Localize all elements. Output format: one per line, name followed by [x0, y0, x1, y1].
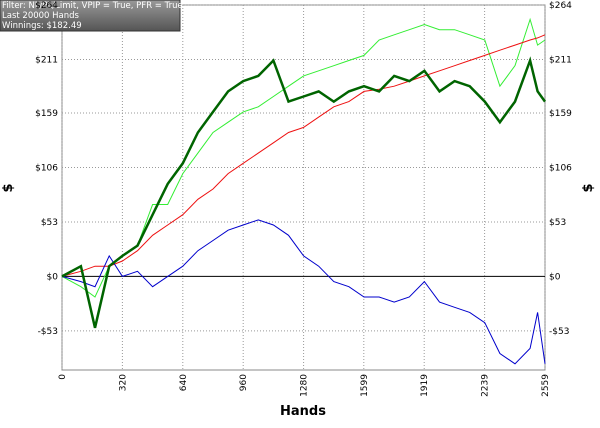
x-tick-label: 1280: [300, 374, 310, 397]
info-box-bg: [0, 0, 181, 32]
x-axis-label: Hands: [280, 404, 326, 419]
y-tick-label: -$53: [38, 327, 58, 337]
info-line: Last 20000 Hands: [2, 11, 80, 21]
x-tick-label: 320: [118, 374, 128, 391]
info-line: Filter: NL/PL/Limit, VPIP = True, PFR = …: [2, 1, 183, 11]
series-line: [61, 34, 546, 277]
y-tick-label: $0: [47, 272, 59, 282]
y-tick-label-right: $53: [549, 218, 566, 228]
x-tick-label: 0: [58, 374, 68, 380]
y-axis-label: $: [1, 183, 16, 192]
y-tick-label-right: $106: [549, 163, 572, 173]
info-box: Filter: NL/PL/Limit, VPIP = True, PFR = …: [0, 0, 183, 32]
y-tick-label-right: $264: [549, 1, 572, 11]
x-tick-label: 2239: [481, 374, 491, 397]
y-tick-label: $106: [35, 163, 58, 173]
x-tick-label: 1919: [420, 374, 430, 397]
x-tick-label: 640: [179, 374, 189, 391]
y-tick-label: $211: [35, 55, 58, 65]
series-line: [61, 219, 546, 365]
series-line: [61, 56, 547, 329]
y-tick-label: $264: [35, 1, 58, 11]
y-tick-label-right: $159: [549, 109, 572, 119]
y-tick-label-right: $211: [549, 55, 572, 65]
y-tick-label: $53: [41, 218, 58, 228]
x-tick-label: 960: [239, 374, 249, 391]
y-tick-label-right: $0: [549, 272, 561, 282]
y-tick-label-right: -$53: [549, 327, 569, 337]
series-line: [61, 17, 546, 298]
x-tick-label: 2559: [541, 374, 551, 397]
y-tick-label: $159: [35, 109, 58, 119]
info-line: Winnings: $182.49: [2, 21, 82, 31]
y-axis-label-right: $: [581, 183, 596, 192]
x-tick-label: 1599: [360, 374, 370, 397]
